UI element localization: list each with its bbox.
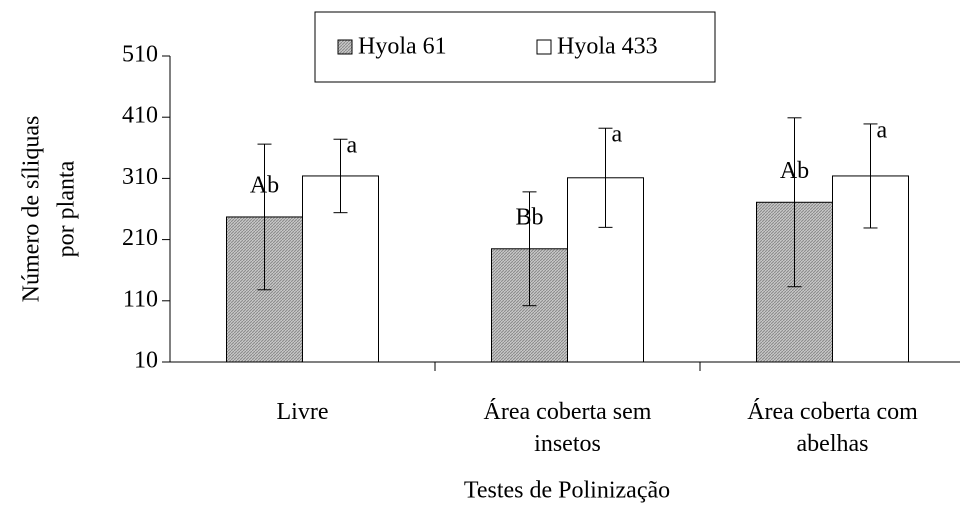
legend-swatch (536, 39, 552, 55)
y-tick-label: 110 (123, 286, 158, 312)
y-axis-label: por planta (54, 160, 80, 257)
legend-box (314, 11, 716, 83)
significance-label: Bb (515, 204, 543, 230)
x-tick-label: Livre (276, 399, 329, 425)
y-tick-label: 210 (122, 225, 158, 251)
significance-label: a (877, 117, 888, 143)
x-tick-label: Área coberta sem insetos (483, 399, 652, 457)
significance-label: a (347, 133, 358, 159)
significance-label: Ab (250, 172, 279, 198)
significance-label: Ab (780, 158, 809, 184)
x-axis-label: Testes de Polinização (464, 478, 670, 504)
legend-label: Hyola 61 (358, 34, 447, 60)
significance-label: a (612, 122, 623, 148)
x-tick-label: Área coberta com abelhas (747, 399, 918, 457)
legend-swatch (337, 39, 353, 55)
y-tick-label: 310 (122, 164, 158, 190)
y-tick-label: 510 (122, 42, 158, 68)
y-tick-label: 410 (122, 103, 158, 129)
y-tick-label: 10 (134, 348, 158, 374)
y-axis-label: Número de síliquas (19, 116, 45, 303)
legend-label: Hyola 433 (557, 34, 658, 60)
